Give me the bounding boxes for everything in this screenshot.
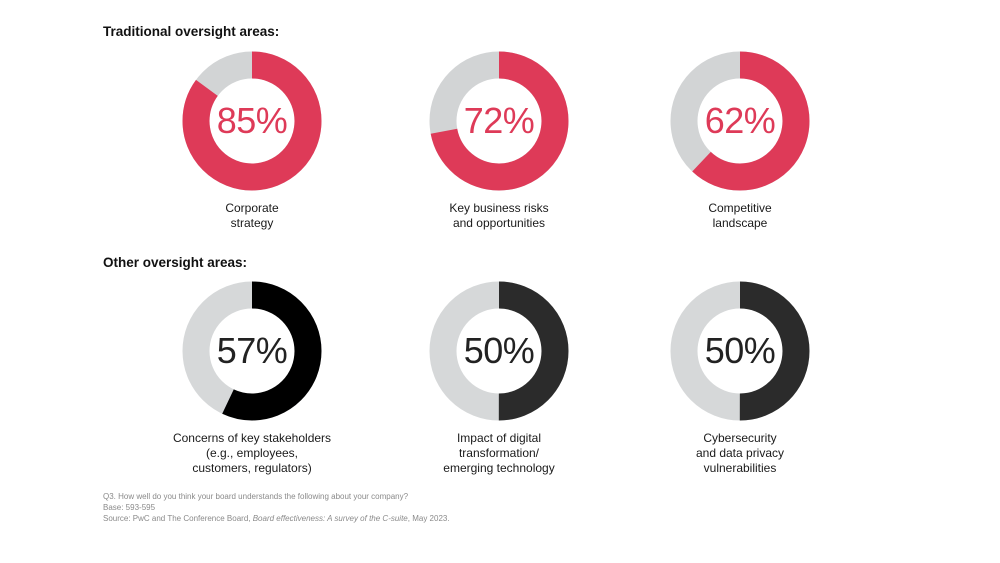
donut-category-label-line: Impact of digital [456, 431, 542, 445]
donut-traditional-2: 72% [429, 51, 569, 191]
source-prefix: Source: PwC and The Conference Board, [103, 514, 253, 523]
donut-percent-label: 50% [704, 330, 776, 371]
source-title: Board effectiveness: A survey of the C-s… [252, 514, 408, 523]
donut-category-label-line: transformation/ [458, 446, 540, 460]
donut-traditional-3: 62% [670, 51, 810, 191]
donut-traditional-1: 85% [182, 51, 322, 191]
donut-category-label-line: strategy [230, 216, 274, 230]
donut-category-label-line: Cybersecurity [703, 431, 777, 445]
donut-percent-label: 62% [704, 100, 776, 141]
donut-category-label-line: and opportunities [452, 216, 546, 230]
donut-svg-other-3 [670, 281, 810, 421]
footnote-question: Q3. How well do you think your board und… [103, 492, 409, 501]
donut-category-label: Corporate strategy [142, 201, 362, 231]
donut-value-arc-other-1 [182, 281, 322, 421]
donut-category-label-line: Concerns of key stakeholders [172, 431, 332, 445]
donut-value-arc-traditional-2 [429, 51, 569, 191]
footnote: Q3. How well do you think your board und… [103, 491, 450, 524]
source-suffix: , May 2023. [407, 514, 450, 523]
donut-category-label-line: vulnerabilities [703, 461, 777, 475]
donut-other-3: 50% [670, 281, 810, 421]
donut-other-1: 57% [182, 281, 322, 421]
donut-percent-label: 50% [463, 330, 535, 371]
donut-category-label-line: Key business risks [449, 201, 549, 215]
donut-category-label-line: Competitive [708, 201, 772, 215]
donut-category-label-line: customers, regulators) [192, 461, 312, 475]
donut-category-label: Competitive landscape [630, 201, 850, 231]
donut-category-label-line: Corporate [225, 201, 279, 215]
donut-percent-label: 85% [216, 100, 288, 141]
donut-category-label: Impact of digital transformation/emerging… [389, 431, 609, 476]
donut-value-arc-other-3 [670, 281, 810, 421]
footnote-source: Source: PwC and The Conference Board, Bo… [103, 513, 450, 524]
donut-svg-traditional-3 [670, 51, 810, 191]
donut-value-arc-traditional-3 [670, 51, 810, 191]
donut-category-label-line: and data privacy [695, 446, 785, 460]
donut-percent-label: 72% [463, 100, 535, 141]
donut-svg-other-2 [429, 281, 569, 421]
donut-category-label-line: landscape [712, 216, 768, 230]
donut-value-arc-other-2 [429, 281, 569, 421]
donut-svg-traditional-2 [429, 51, 569, 191]
donut-value-arc-traditional-1 [182, 51, 322, 191]
donut-other-2: 50% [429, 281, 569, 421]
donut-svg-traditional-1 [182, 51, 322, 191]
footnote-base: Base: 593-595 [103, 503, 156, 512]
donut-category-label-line: (e.g., employees, [205, 446, 299, 460]
donut-category-label: Concerns of key stakeholders (e.g., emplo… [142, 431, 362, 476]
donut-percent-label: 57% [216, 330, 288, 371]
donut-category-label: Cybersecurity and data privacy vulnerabili… [630, 431, 850, 476]
section-title-traditional: Traditional oversight areas: [103, 24, 280, 39]
donut-svg-other-1 [182, 281, 322, 421]
donut-category-label-line: emerging technology [443, 461, 555, 475]
section-title-other: Other oversight areas: [103, 255, 248, 270]
donut-category-label: Key business risks and opportunities [389, 201, 609, 231]
